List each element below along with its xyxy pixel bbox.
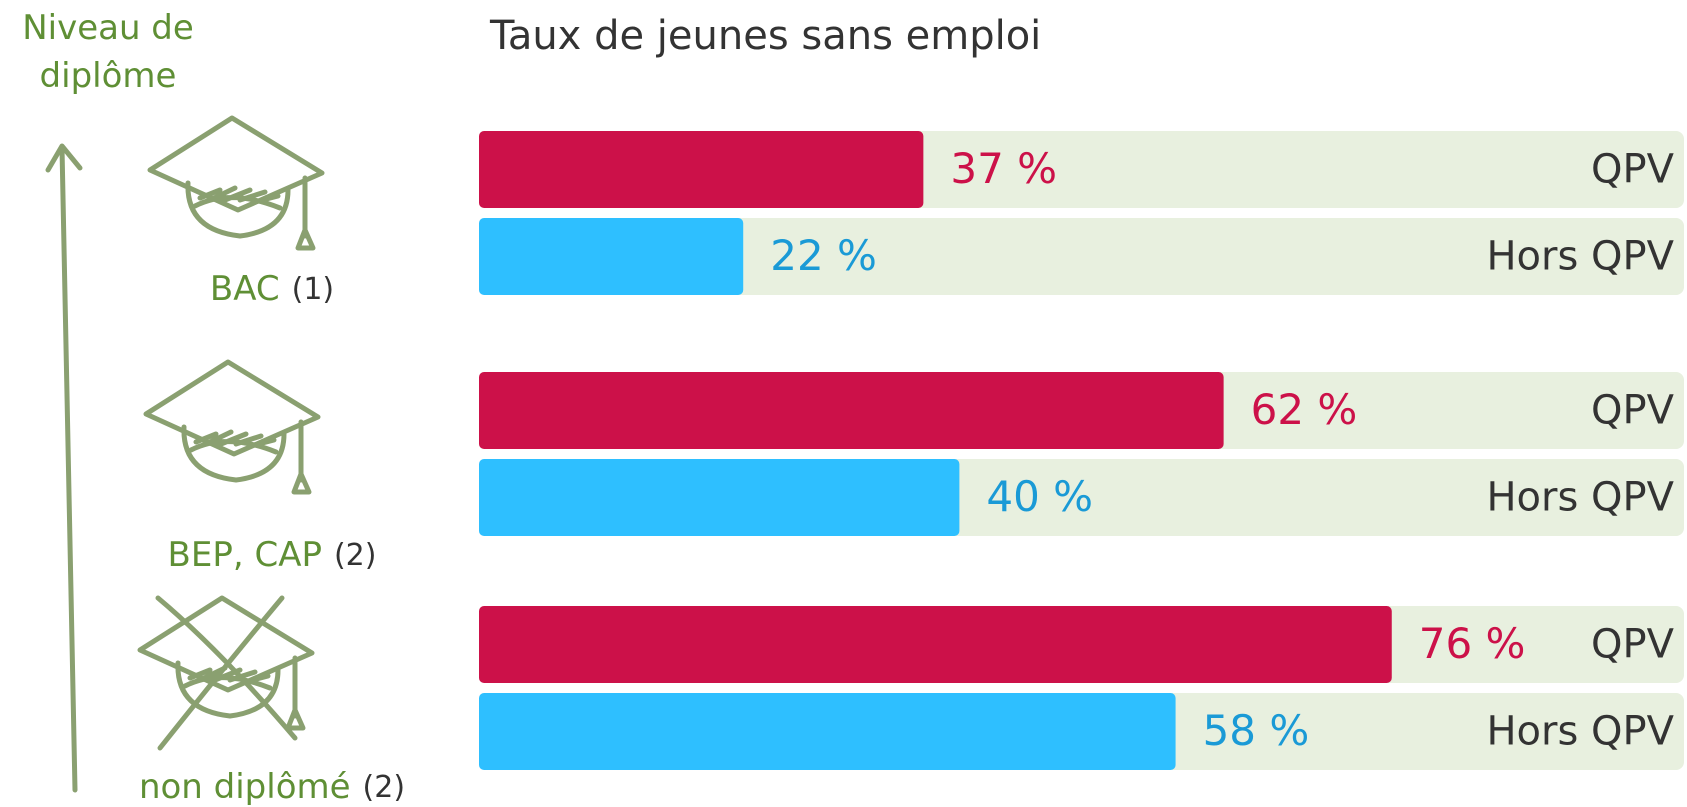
category-name: non diplômé: [139, 767, 351, 807]
value-label: 37 %: [950, 144, 1057, 193]
value-label: 58 %: [1203, 706, 1310, 755]
series-label: QPV: [1591, 388, 1675, 434]
cap-icon: [146, 362, 318, 492]
value-label: 62 %: [1251, 385, 1358, 434]
category-note: (1): [292, 272, 335, 307]
series-label: QPV: [1591, 622, 1675, 668]
bar: [479, 693, 1176, 770]
category-label: BAC (1): [210, 269, 334, 309]
bar: [479, 131, 923, 208]
chart: Taux de jeunes sans emploi BAC (1) 37 % QPV…: [0, 0, 1687, 807]
value-label: 40 %: [986, 472, 1093, 521]
series-label: Hors QPV: [1486, 709, 1674, 755]
axis-arrow: [48, 146, 80, 790]
y-axis-label: Niveau de diplôme: [8, 4, 208, 100]
category-note: (2): [334, 538, 377, 573]
value-label: 22 %: [770, 231, 877, 280]
series-label: Hors QPV: [1486, 475, 1674, 521]
series-label: Hors QPV: [1486, 234, 1674, 280]
chart-title: Taux de jeunes sans emploi: [489, 13, 1041, 59]
page: Taux de jeunes sans emploi BAC (1) 37 % QPV…: [0, 0, 1687, 807]
cap-icon: [150, 118, 322, 248]
category-name: BEP, CAP: [168, 535, 322, 575]
category-name: BAC: [210, 269, 280, 309]
bar: [479, 606, 1392, 683]
bar: [479, 372, 1224, 449]
value-label: 76 %: [1419, 619, 1526, 668]
category-label: non diplômé (2): [139, 767, 405, 807]
series-label: QPV: [1591, 147, 1675, 193]
category-label: BEP, CAP (2): [168, 535, 377, 575]
bar: [479, 218, 743, 295]
category-note: (2): [363, 770, 406, 805]
bar: [479, 459, 959, 536]
